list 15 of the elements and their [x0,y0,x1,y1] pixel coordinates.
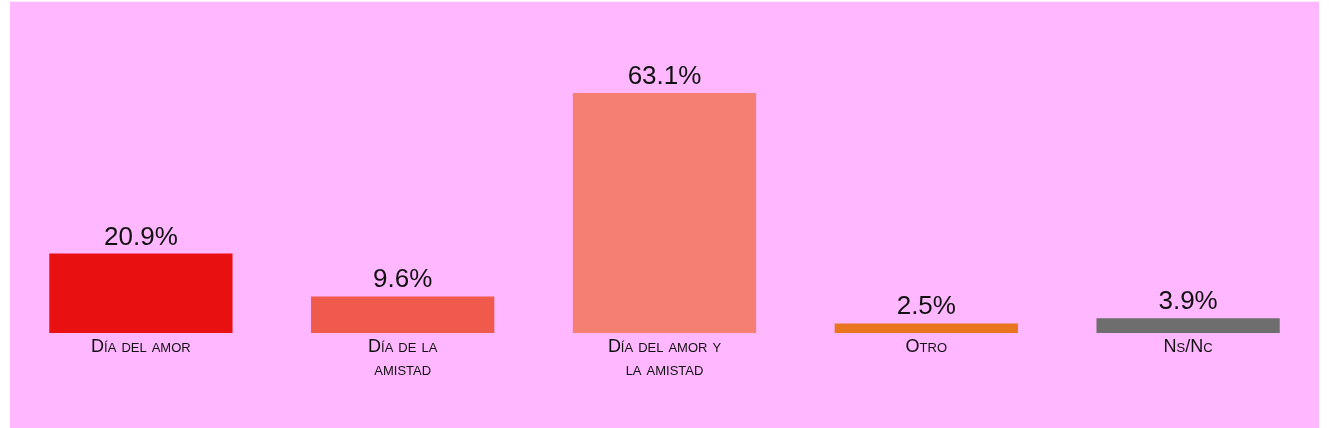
bar [1096,318,1280,333]
bar [49,253,233,333]
data-label: 2.5% [896,290,956,321]
bar [572,93,757,333]
x-tick-label: Día del amor y la amistad [607,336,722,380]
data-label: 9.6% [373,263,433,294]
x-tick-label: Día de la amistad [368,336,438,380]
x-tick-label: Ns/Nc [1163,336,1213,356]
data-label: 3.9% [1158,285,1218,316]
x-tick-label: Día del amor [91,336,191,356]
x-tick-label: Otro [905,336,948,356]
bar [834,323,1018,333]
data-label: 63.1% [627,60,702,90]
data-label: 20.9% [104,220,178,251]
bar [311,296,495,333]
